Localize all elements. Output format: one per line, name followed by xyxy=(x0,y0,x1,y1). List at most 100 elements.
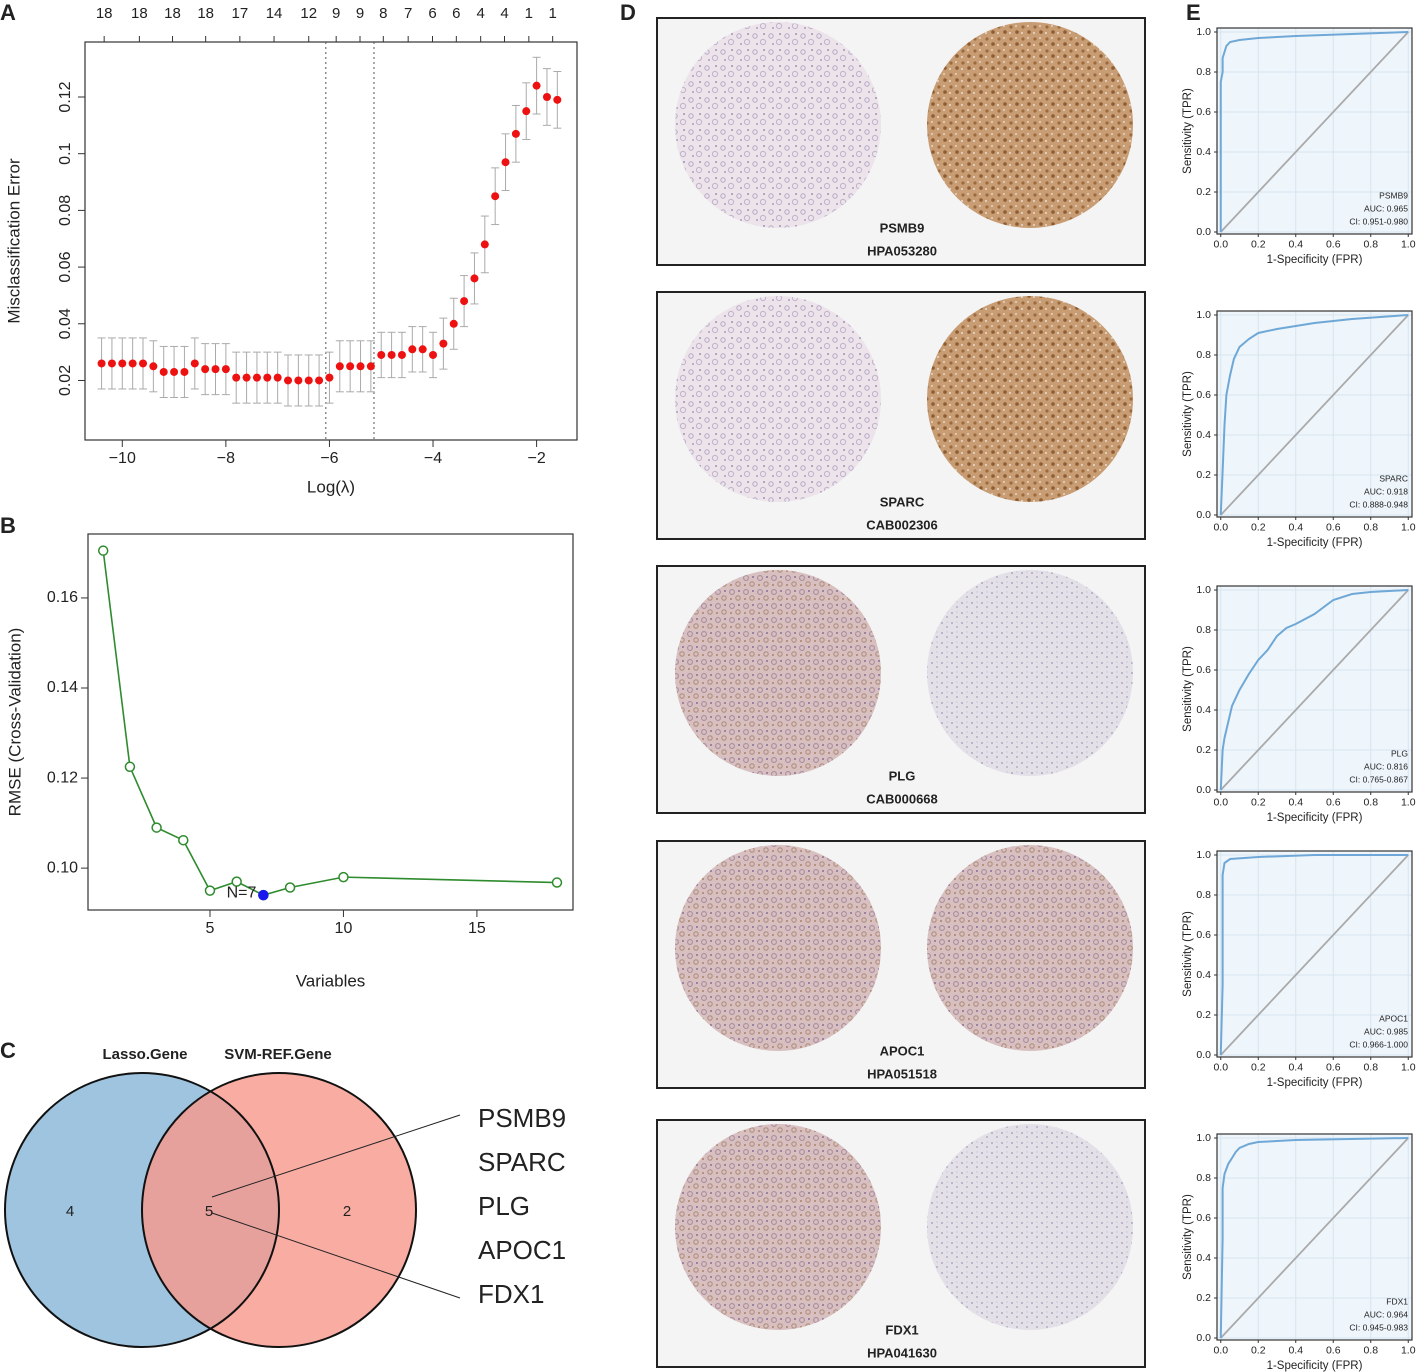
y-tick-label: 0.0 xyxy=(1196,784,1211,796)
top-tick-label: 9 xyxy=(356,5,364,22)
legend-text: AUC: 0.985 xyxy=(1364,1026,1408,1036)
point xyxy=(439,339,448,348)
point xyxy=(258,889,269,901)
gene-name: FDX1 xyxy=(885,1322,918,1337)
set-count: 2 xyxy=(343,1203,351,1220)
point xyxy=(242,373,251,382)
plot-frame xyxy=(1216,27,1413,235)
point xyxy=(151,822,162,833)
y-tick-label: 0.04 xyxy=(57,308,74,339)
point xyxy=(178,834,189,846)
legend-text: CI: 0.951-0.980 xyxy=(1349,216,1408,226)
tissue-image xyxy=(927,22,1133,228)
y-tick-label: 0.4 xyxy=(1196,146,1211,158)
gene-label: APOC1 xyxy=(478,1235,566,1265)
point xyxy=(346,362,355,371)
plot-frame xyxy=(1216,310,1413,518)
point xyxy=(204,885,216,896)
point xyxy=(429,350,438,359)
y-tick-label: 0.4 xyxy=(1196,969,1211,981)
x-tick-label: 1.0 xyxy=(1401,1062,1416,1074)
point xyxy=(460,297,469,306)
intersection-count: 5 xyxy=(205,1203,213,1220)
point xyxy=(180,367,189,376)
point xyxy=(252,373,261,382)
point xyxy=(532,81,541,90)
x-tick-label: 1.0 xyxy=(1401,1345,1416,1357)
point xyxy=(211,365,220,374)
x-tick-label: 0.0 xyxy=(1213,1345,1228,1357)
point xyxy=(170,367,179,376)
roc-curve xyxy=(1219,589,1409,791)
x-tick-label: 0.4 xyxy=(1288,239,1303,251)
y-tick-label: 0.16 xyxy=(47,589,78,606)
point xyxy=(366,362,375,371)
antibody-id: HPA051518 xyxy=(867,1066,937,1081)
y-tick-label: 0.4 xyxy=(1196,704,1211,716)
y-tick-label: 0.6 xyxy=(1196,1212,1211,1224)
antibody-id: HPA053280 xyxy=(867,243,937,258)
y-tick-label: 1.0 xyxy=(1196,584,1211,596)
y-tick-label: 0.2 xyxy=(1196,1009,1211,1021)
y-tick-label: 0.6 xyxy=(1196,106,1211,118)
x-tick-label: 0.6 xyxy=(1326,522,1341,534)
diagonal xyxy=(1220,854,1409,1056)
x-axis-title: Log(λ) xyxy=(307,477,355,496)
x-tick-label: 0.4 xyxy=(1288,522,1303,534)
y-tick-label: 0.4 xyxy=(1196,1252,1211,1264)
point xyxy=(338,871,349,883)
y-tick-label: 0.8 xyxy=(1196,624,1211,636)
top-tick-label: 1 xyxy=(548,5,556,22)
set-name: Lasso.Gene xyxy=(102,1046,187,1063)
point xyxy=(190,359,199,368)
roc-curve xyxy=(1219,314,1409,516)
plot-frame xyxy=(87,533,574,911)
panel-label: D xyxy=(620,0,636,25)
x-tick-label: −4 xyxy=(424,450,442,467)
legend-text: PSMB9 xyxy=(1379,190,1408,200)
top-tick-label: 6 xyxy=(452,5,460,22)
point xyxy=(118,359,127,368)
top-tick-label: 1 xyxy=(525,5,533,22)
legend-text: PLG xyxy=(1391,748,1408,758)
diagonal xyxy=(1220,1137,1409,1339)
roc-curve xyxy=(1219,1137,1409,1339)
y-tick-label: 1.0 xyxy=(1196,309,1211,321)
legend-text: CI: 0.765-0.867 xyxy=(1349,774,1408,784)
antibody-id: CAB002306 xyxy=(866,517,938,532)
x-tick-label: −8 xyxy=(217,450,235,467)
plot-frame xyxy=(84,41,578,441)
top-tick-label: 7 xyxy=(404,5,412,22)
x-tick-label: 0.6 xyxy=(1326,239,1341,251)
antibody-id: CAB000668 xyxy=(866,791,938,806)
x-tick-label: 5 xyxy=(206,920,215,937)
x-tick-label: 0.0 xyxy=(1213,797,1228,809)
x-tick-label: 0.2 xyxy=(1251,522,1266,534)
point xyxy=(97,359,106,368)
top-tick-label: 18 xyxy=(164,5,181,22)
x-tick-label: 0.8 xyxy=(1363,522,1378,534)
point xyxy=(511,129,520,138)
point xyxy=(221,365,230,374)
x-tick-label: 0.2 xyxy=(1251,797,1266,809)
x-tick-label: 1.0 xyxy=(1401,239,1416,251)
point xyxy=(356,362,365,371)
x-tick-label: 0.2 xyxy=(1251,239,1266,251)
diagonal xyxy=(1220,589,1409,791)
y-tick-label: 0.12 xyxy=(47,769,78,786)
y-tick-label: 0.2 xyxy=(1196,1292,1211,1304)
top-tick-label: 18 xyxy=(197,5,214,22)
gene-name: SPARC xyxy=(880,494,925,509)
connector xyxy=(211,1114,461,1198)
y-tick-label: 0.14 xyxy=(47,679,78,696)
x-tick-label: 0.6 xyxy=(1326,797,1341,809)
plot-frame xyxy=(1216,1133,1413,1341)
y-tick-label: 0.2 xyxy=(1196,744,1211,756)
set-outline xyxy=(141,1072,417,1348)
y-tick-label: 0.2 xyxy=(1196,469,1211,481)
y-axis-title: Misclassification Error xyxy=(4,158,23,324)
legend-text: SPARC xyxy=(1379,473,1408,483)
point xyxy=(418,345,427,354)
point xyxy=(542,92,551,101)
tissue-image xyxy=(927,845,1133,1051)
